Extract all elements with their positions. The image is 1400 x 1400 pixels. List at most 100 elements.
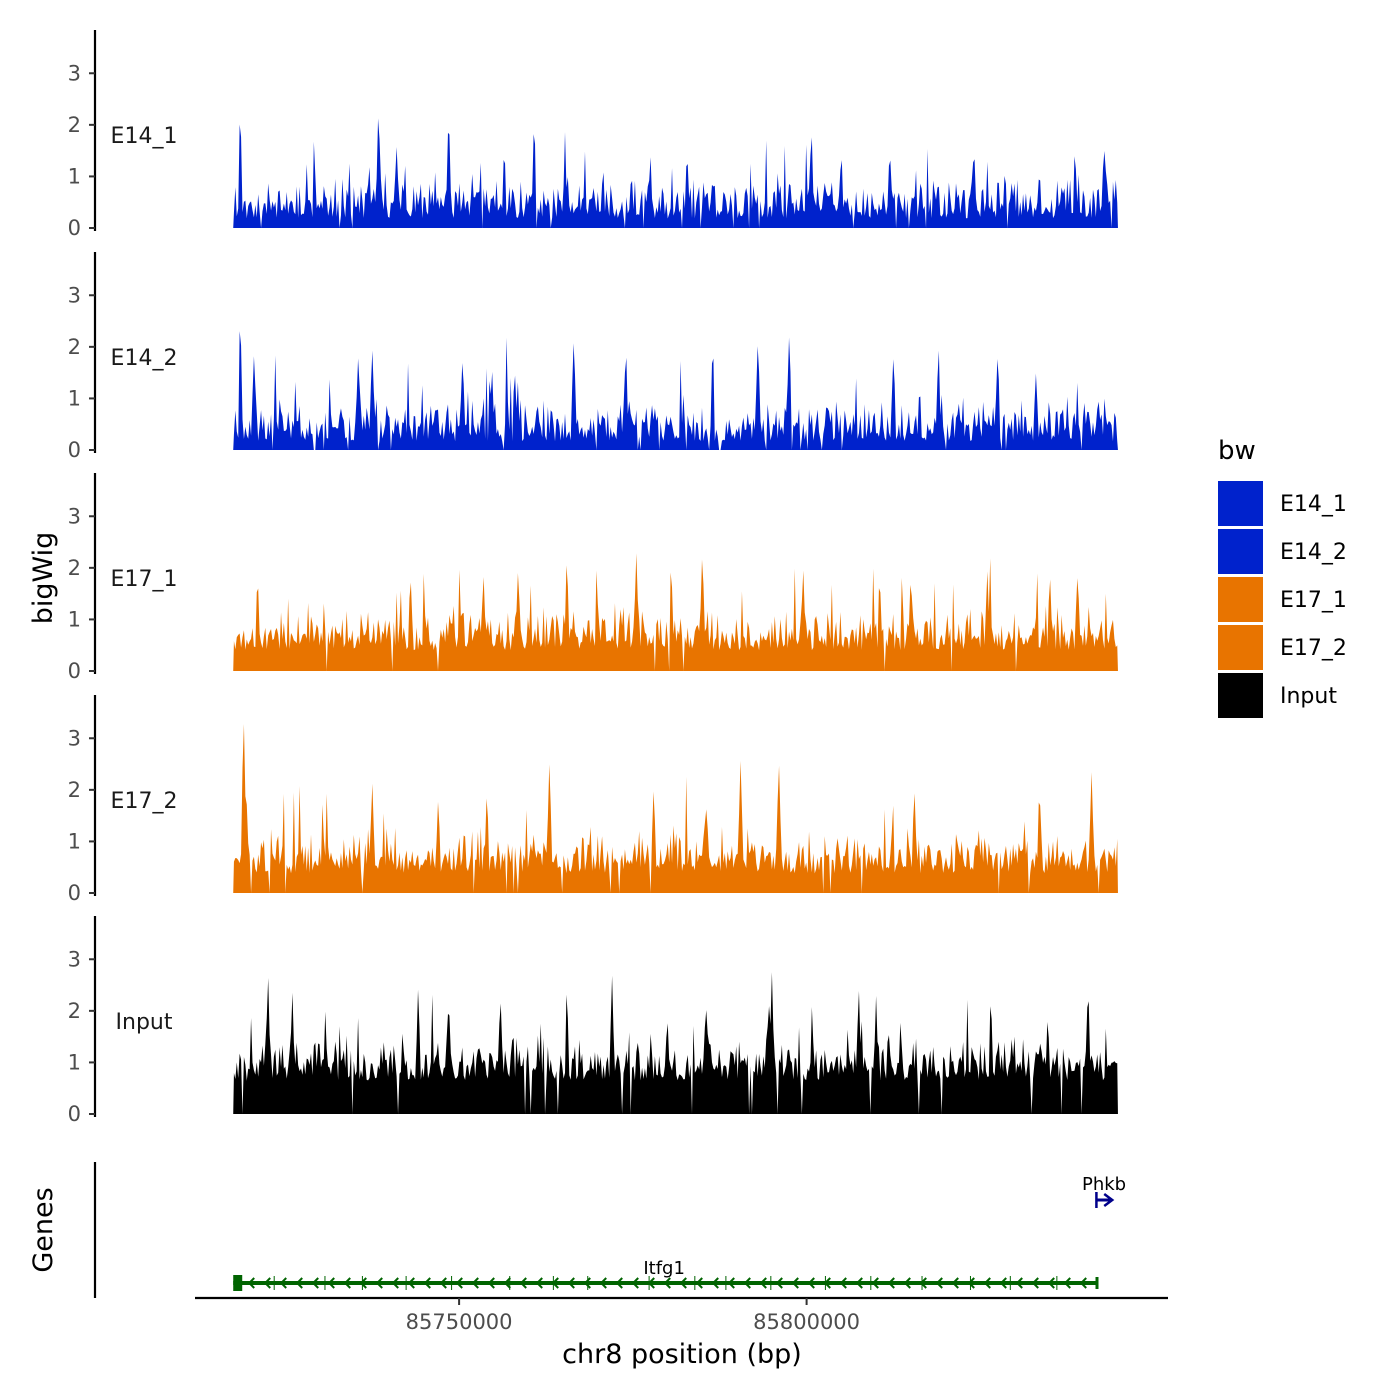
x-axis-title: chr8 position (bp) — [562, 1339, 802, 1370]
y-tick-label-E14_2-2: 2 — [68, 335, 81, 359]
gene-strand-arrow — [503, 1277, 511, 1289]
genes-layer: Itfg1 Phkb — [93, 1162, 1126, 1298]
gene-strand-arrow — [791, 1277, 799, 1289]
gene-strand-arrow — [471, 1277, 479, 1289]
y-tick-label-Input-3: 3 — [68, 947, 81, 971]
y-tick-label-E17_1-1: 1 — [68, 607, 81, 631]
coverage-area-Input — [233, 972, 1118, 1114]
gene-label-Phkb: Phkb — [1082, 1174, 1126, 1195]
y-tick-label-E14_1-3: 3 — [68, 61, 81, 85]
track-label-E17_2: E17_2 — [111, 789, 178, 814]
y-tick-label-Input-2: 2 — [68, 999, 81, 1023]
y-tick-label-E17_1-0: 0 — [68, 659, 81, 683]
gene-strand-arrow — [903, 1277, 911, 1289]
y-tick-label-E17_1-3: 3 — [68, 504, 81, 528]
track-label-E14_2: E14_2 — [111, 346, 178, 371]
gene-strand-arrow — [1079, 1277, 1087, 1289]
track-panel-Input: 0 1 2 3 Input — [68, 916, 1118, 1126]
legend-label-Input: Input — [1280, 684, 1337, 709]
coverage-area-E14_2 — [233, 331, 1118, 450]
gene-strand-arrow — [1031, 1277, 1039, 1289]
gene-strand-arrow — [759, 1277, 767, 1289]
gene-strand-arrow — [983, 1277, 991, 1289]
gene-strand-arrow — [327, 1277, 335, 1289]
y-tick-label-Input-0: 0 — [68, 1102, 81, 1126]
gene-strand-arrow — [423, 1277, 431, 1289]
legend-swatch-E14_1 — [1218, 481, 1263, 526]
gene-strand-arrow — [583, 1277, 591, 1289]
gene-exon-Itfg1-0 — [233, 1275, 243, 1291]
y-tick-label-E14_2-3: 3 — [68, 283, 81, 307]
legend-title: bw — [1218, 436, 1256, 466]
track-panel-E17_1: 0 1 2 3 E17_1 — [68, 473, 1118, 683]
y-tick-label-E14_2-1: 1 — [68, 386, 81, 410]
gene-strand-arrow — [727, 1277, 735, 1289]
y-tick-label-E17_1-2: 2 — [68, 556, 81, 580]
y-tick-label-E17_2-0: 0 — [68, 881, 81, 905]
x-tick-label-0: 85750000 — [406, 1310, 513, 1334]
gene-strand-arrow — [711, 1277, 719, 1289]
gene-strand-arrow — [535, 1277, 543, 1289]
gene-strand-arrow — [999, 1277, 1007, 1289]
y-tick-label-E14_2-0: 0 — [68, 438, 81, 462]
gene-strand-arrow — [647, 1277, 655, 1289]
gene-strand-arrow — [1015, 1277, 1023, 1289]
gene-strand-arrow — [375, 1277, 383, 1289]
gene-strand-arrow — [567, 1277, 575, 1289]
legend-swatch-E17_2 — [1218, 625, 1263, 670]
track-label-E14_1: E14_1 — [111, 124, 178, 149]
gene-strand-arrow — [407, 1277, 415, 1289]
gene-strand-arrow — [695, 1277, 703, 1289]
gene-strand-arrow — [1063, 1277, 1071, 1289]
gene-strand-arrow — [743, 1277, 751, 1289]
gene-strand-arrow — [487, 1277, 495, 1289]
gene-strand-arrow — [679, 1277, 687, 1289]
legend-label-E14_1: E14_1 — [1280, 492, 1347, 517]
gene-Phkb: Phkb — [1082, 1174, 1126, 1208]
y-tick-label-E14_1-1: 1 — [68, 164, 81, 188]
tracks-layer: 0 1 2 3 E14_1 0 1 2 3 E14_2 0 1 2 3 E17_1 0 1 2 3 E17_2 0 1 2 3… — [68, 30, 1118, 1126]
gene-strand-arrow — [839, 1277, 847, 1289]
gene-strand-arrow — [247, 1277, 255, 1289]
gene-strand-arrow — [967, 1277, 975, 1289]
legend-label-E17_1: E17_1 — [1280, 588, 1347, 613]
gene-strand-arrow — [279, 1277, 287, 1289]
track-label-Input: Input — [116, 1010, 173, 1035]
gene-strand-arrow — [615, 1277, 623, 1289]
gene-label-Itfg1: Itfg1 — [643, 1258, 685, 1279]
gene-strand-arrow — [455, 1277, 463, 1289]
gene-strand-arrow — [631, 1277, 639, 1289]
y-tick-label-E17_2-1: 1 — [68, 829, 81, 853]
legend-label-E17_2: E17_2 — [1280, 636, 1347, 661]
gene-strand-arrow — [551, 1277, 559, 1289]
y-axis-title: bigWig — [28, 532, 59, 625]
gene-strand-arrow — [951, 1277, 959, 1289]
y-tick-label-E14_1-0: 0 — [68, 216, 81, 240]
gene-strand-arrow — [359, 1277, 367, 1289]
gene-strand-arrow — [823, 1277, 831, 1289]
y-tick-label-E17_2-2: 2 — [68, 778, 81, 802]
gene-strand-arrow — [311, 1277, 319, 1289]
legend: bw E14_1 E14_2 E17_1 E17_2 Input — [1218, 436, 1347, 718]
legend-label-E14_2: E14_2 — [1280, 540, 1347, 565]
gene-strand-arrow-Phkb — [1103, 1193, 1115, 1207]
gene-strand-arrow — [807, 1277, 815, 1289]
legend-swatch-E17_1 — [1218, 577, 1263, 622]
y-tick-label-E14_1-2: 2 — [68, 113, 81, 137]
gene-strand-arrow — [919, 1277, 927, 1289]
gene-strand-arrow — [1047, 1277, 1055, 1289]
track-label-E17_1: E17_1 — [111, 567, 178, 592]
gene-Itfg1: Itfg1 — [233, 1258, 1099, 1291]
gene-strand-arrow — [887, 1277, 895, 1289]
gene-strand-arrow — [855, 1277, 863, 1289]
track-panel-E14_2: 0 1 2 3 E14_2 — [68, 252, 1118, 462]
x-axis: 85750000 85800000 — [195, 1296, 1168, 1334]
gene-strand-arrow — [663, 1277, 671, 1289]
y-tick-label-E17_2-3: 3 — [68, 726, 81, 750]
coverage-area-E17_2 — [233, 723, 1118, 893]
track-panel-E14_1: 0 1 2 3 E14_1 — [68, 30, 1118, 240]
genes-panel-title: Genes — [28, 1187, 59, 1272]
track-panel-E17_2: 0 1 2 3 E17_2 — [68, 695, 1118, 905]
